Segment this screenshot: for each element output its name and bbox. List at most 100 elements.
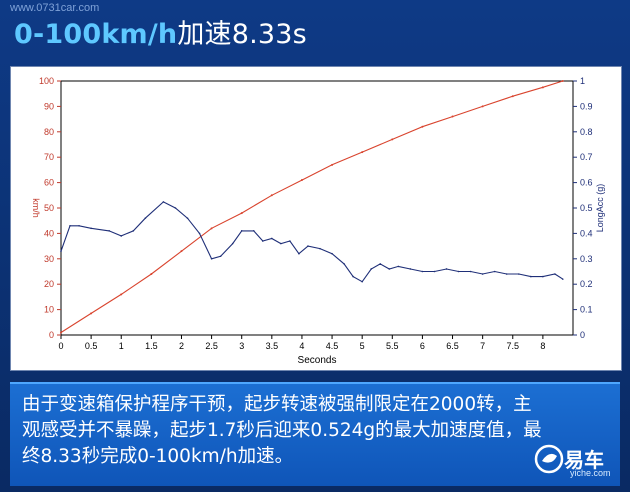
logo-sub: yiche.com <box>570 468 611 478</box>
acceleration-point <box>379 263 382 265</box>
y-left-tick-label: 60 <box>44 178 54 188</box>
acceleration-point <box>409 268 412 270</box>
x-tick-label: 7 <box>480 341 485 351</box>
y-right-tick-label: 0.1 <box>580 305 593 315</box>
speed-point <box>391 138 394 141</box>
yiche-logo-icon <box>534 444 564 474</box>
speed-point <box>90 312 93 315</box>
acceleration-point <box>219 255 222 258</box>
y-left-tick-label: 80 <box>44 127 54 137</box>
speed-point <box>180 250 183 253</box>
speed-point <box>210 227 213 230</box>
acceleration-point <box>120 235 123 237</box>
x-tick-label: 0 <box>58 341 63 351</box>
acceleration-line <box>60 201 564 283</box>
speed-point <box>561 80 564 82</box>
acceleration-point <box>361 280 363 283</box>
y-axis-label-right: LongAcc (g) <box>595 184 605 233</box>
speed-point <box>150 273 153 276</box>
acceleration-point <box>144 217 147 219</box>
y-left-tick-label: 10 <box>44 305 54 315</box>
acceleration-point <box>252 230 255 232</box>
acceleration-point <box>261 240 264 242</box>
x-tick-label: 2 <box>179 341 184 351</box>
acceleration-point <box>433 270 436 273</box>
acceleration-point <box>542 275 544 278</box>
speed-point <box>481 105 484 108</box>
x-tick-label: 5 <box>360 341 365 351</box>
x-tick-label: 6 <box>420 341 425 351</box>
speed-point <box>511 95 514 98</box>
y-right-tick-label: 1 <box>580 76 585 86</box>
y-left-tick-label: 70 <box>44 152 54 162</box>
y-right-tick-label: 0.5 <box>580 203 593 213</box>
acceleration-point <box>280 242 282 245</box>
acceleration-point <box>561 278 564 280</box>
y-right-tick-label: 0 <box>580 330 585 340</box>
y-right-tick-label: 0.2 <box>580 279 593 289</box>
speed-point <box>361 151 364 154</box>
y-axis-label-left: km/h <box>31 198 41 218</box>
acceleration-point <box>60 250 62 252</box>
acceleration-point <box>554 273 556 275</box>
watermark: www.0731car.com <box>10 2 100 14</box>
x-tick-label: 2.5 <box>205 341 218 351</box>
y-right-tick-label: 0.4 <box>580 228 593 238</box>
title-part1: 0-100km/h <box>14 19 178 50</box>
acceleration-point <box>240 230 243 232</box>
x-tick-label: 4 <box>299 341 304 351</box>
speed-point <box>300 179 303 182</box>
acceleration-point <box>78 224 80 227</box>
x-tick-label: 6.5 <box>446 341 459 351</box>
acceleration-point <box>69 224 71 227</box>
speed-point <box>240 212 243 215</box>
speed-point <box>331 163 334 166</box>
acceleration-point <box>481 273 484 275</box>
acceleration-point <box>331 252 333 255</box>
acceleration-point <box>186 217 189 219</box>
acceleration-point <box>457 270 460 273</box>
acceleration-point <box>90 227 92 230</box>
speed-point <box>120 293 123 296</box>
x-tick-label: 3.5 <box>266 341 279 351</box>
acceleration-point <box>298 252 300 255</box>
speed-point <box>270 194 273 197</box>
acceleration-point <box>162 201 165 203</box>
acceleration-point <box>469 270 472 273</box>
acceleration-point <box>493 270 496 273</box>
x-tick-label: 5.5 <box>386 341 399 351</box>
acceleration-point <box>421 270 424 273</box>
y-right-tick-label: 0.6 <box>580 178 593 188</box>
acceleration-point <box>132 230 135 232</box>
speed-point <box>541 86 544 89</box>
x-tick-label: 4.5 <box>326 341 339 351</box>
acceleration-point <box>505 273 508 275</box>
x-tick-label: 7.5 <box>507 341 520 351</box>
y-right-tick-label: 0.7 <box>580 152 593 162</box>
acceleration-point <box>530 275 532 278</box>
y-right-tick-label: 0.8 <box>580 127 593 137</box>
x-tick-label: 1.5 <box>145 341 158 351</box>
plot-area <box>60 80 574 336</box>
acceleration-point <box>289 240 291 242</box>
acceleration-point <box>388 268 391 270</box>
x-axis: 0 0.5 1 1.5 2 2.5 3 3.5 4 4.5 5 5.5 6 6.5 7 7.5 8 <box>58 335 545 351</box>
series-group <box>60 80 564 334</box>
acceleration-point <box>397 265 400 268</box>
page-title: 0-100km/h加速8.33s <box>14 12 307 51</box>
yiche-logo: 易车 yiche.com <box>534 440 612 480</box>
x-tick-label: 3 <box>239 341 244 351</box>
title-part2: 加速8.33s <box>177 19 307 50</box>
speed-point <box>60 331 62 334</box>
y-left-tick-label: 40 <box>44 228 54 238</box>
acceleration-point <box>174 207 177 209</box>
acceleration-chart: 0 0.5 1 1.5 2 2.5 3 3.5 4 4.5 5 5.5 6 6.5 7 7.5 8 010203… <box>31 76 605 366</box>
acceleration-point <box>352 275 354 278</box>
acceleration-point <box>319 247 321 250</box>
y-left-tick-label: 30 <box>44 254 54 264</box>
y-right-tick-label: 0.3 <box>580 254 593 264</box>
y-left-tick-label: 100 <box>39 76 54 86</box>
acceleration-point <box>343 263 345 265</box>
acceleration-point <box>370 268 373 270</box>
x-tick-label: 0.5 <box>85 341 98 351</box>
